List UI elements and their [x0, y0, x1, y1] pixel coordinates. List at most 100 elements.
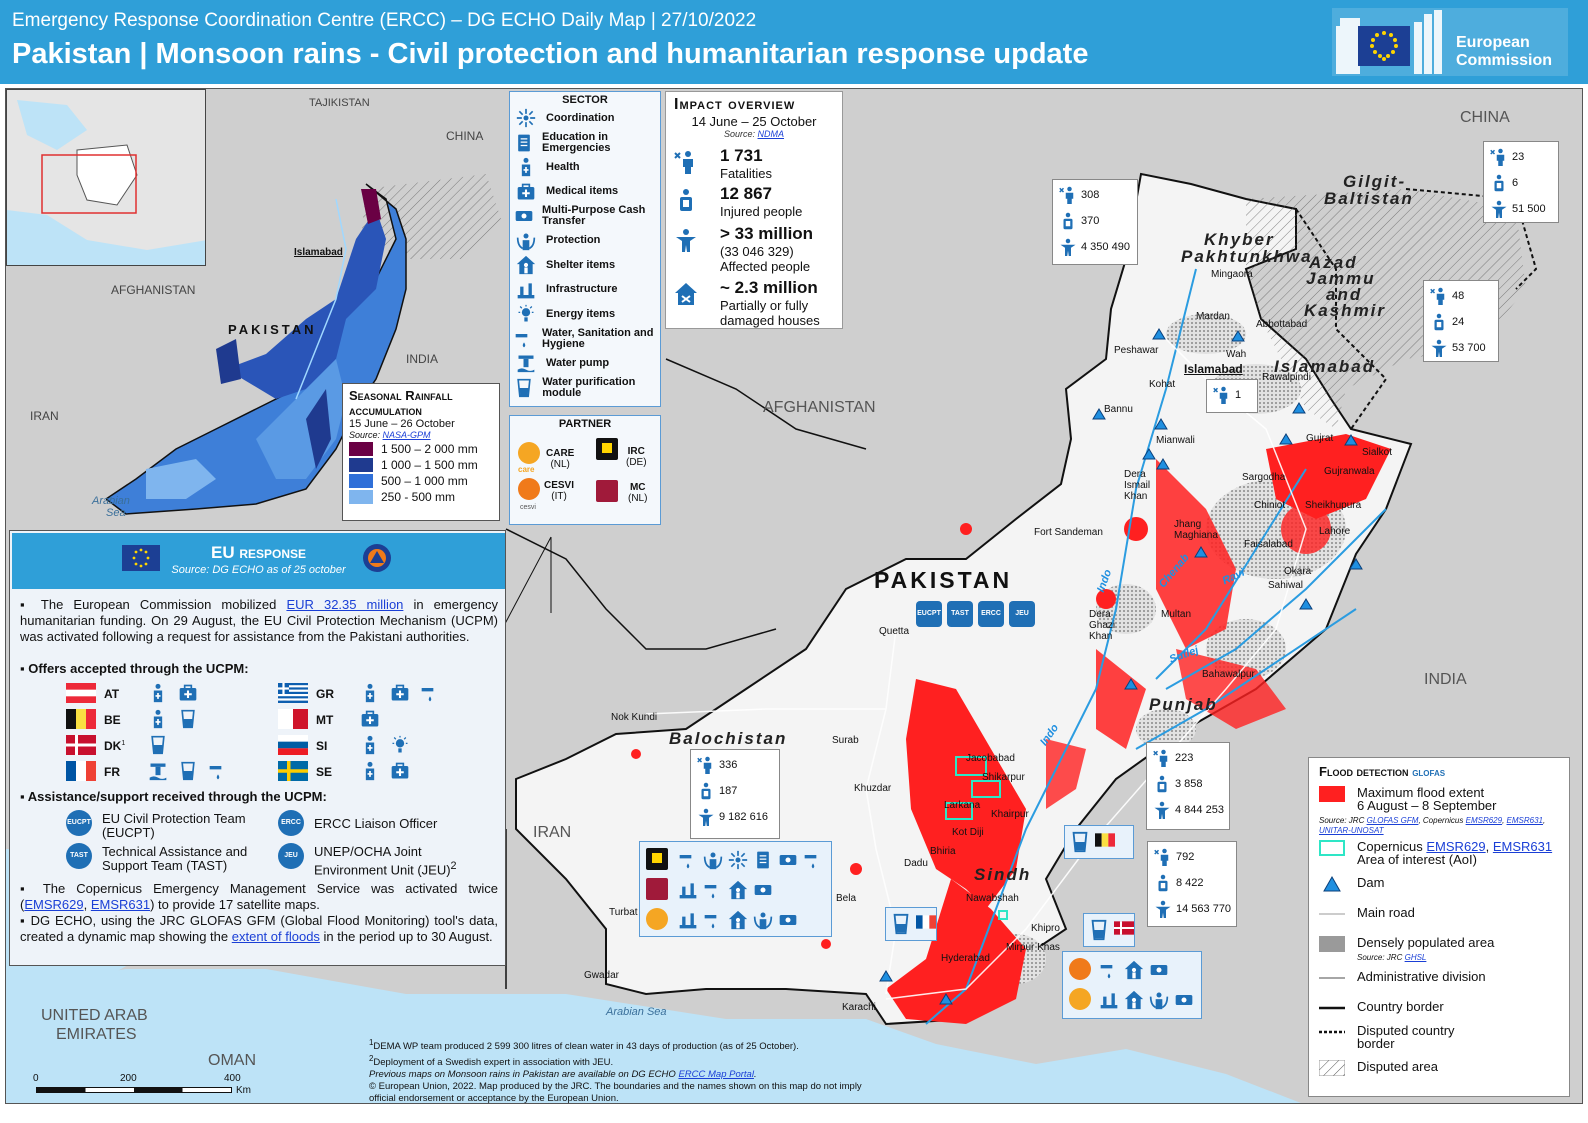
source-link[interactable]: NDMA	[757, 129, 785, 139]
footnote-1: 1DEMA WP team produced 2 599 300 litres …	[369, 1038, 799, 1053]
glofas-gfm-link[interactable]: GLOFAS GFM	[1366, 816, 1419, 825]
aoi-a: Copernicus	[1357, 839, 1423, 854]
legend-disputed-border: Disputed country border	[1319, 1024, 1455, 1050]
label-kp-1: Khyber	[1204, 230, 1275, 249]
admin-label: Administrative division	[1357, 969, 1486, 984]
city-label: Hyderabad	[941, 953, 990, 964]
injured-icon	[1063, 212, 1073, 230]
funding-link[interactable]: EUR 32.35 million	[286, 597, 404, 612]
swatch	[349, 442, 373, 456]
city-label: Quetta	[879, 626, 910, 637]
label-afghanistan-inset: AFGHANISTAN	[111, 283, 196, 297]
energy-icon	[518, 305, 534, 322]
country-code: AT	[104, 687, 119, 701]
health-icon	[365, 735, 375, 755]
partner-legend: PARTNER care CARE (NL) IRC (DE) cesvi CESV…	[509, 415, 661, 525]
dense-src: Source: JRC	[1357, 953, 1403, 962]
ghsl-link[interactable]: GHSL	[1404, 953, 1427, 962]
infrastructure-icon	[517, 283, 535, 299]
aoi-b: Area of interest (AoI)	[1357, 852, 1477, 867]
dense-label: Densely populated area	[1357, 935, 1495, 950]
rainfall-class-1: 1 500 – 2 000 mm	[349, 442, 493, 456]
extent-of-floods-link[interactable]: extent of floods	[231, 929, 320, 944]
sector-icon-wrap	[514, 182, 538, 202]
be-water-callout	[1064, 825, 1134, 859]
sector-item: Water pump	[514, 351, 656, 376]
city-label: Rawalpindi	[1262, 372, 1311, 383]
houses-value: ~ 2.3 million	[720, 278, 818, 297]
label-iran: IRAN	[533, 824, 572, 841]
eucpt-text: EU Civil Protection Team (EUCPT)	[102, 812, 246, 840]
stat-row: 23	[1490, 148, 1524, 166]
european-commission-logo-text: European Commission	[1456, 34, 1552, 70]
health-icon	[521, 158, 531, 177]
city-label: Lahore	[1319, 526, 1351, 537]
label-iran-inset: IRAN	[30, 409, 59, 423]
protection-icon	[703, 852, 723, 870]
water-pump-icon	[148, 761, 168, 781]
medical-items-icon	[391, 762, 409, 779]
city-label: Bahawalpur	[1202, 669, 1255, 680]
label-pakistan-inset: PAKISTAN	[228, 322, 317, 337]
city-label: Bela	[836, 893, 857, 904]
partner-care: CARE (NL)	[546, 448, 574, 470]
disputed-border-line-1: Disputed country	[1357, 1023, 1455, 1038]
education-icon	[757, 851, 769, 869]
fatality-icon	[1213, 386, 1228, 404]
scale-unit: Km	[236, 1085, 251, 1096]
rainfall-accumulation-map	[106, 183, 407, 515]
emsr629-link[interactable]: EMSR629	[1465, 816, 1503, 825]
emsr629-link[interactable]: EMSR629	[24, 897, 84, 912]
eu-paragraph-copernicus: ▪ The Copernicus Emergency Management Se…	[20, 881, 498, 912]
legend-disputed-area: Disputed area	[1319, 1060, 1438, 1076]
sector-icon-wrap	[514, 329, 534, 349]
legend-admin: Administrative division	[1319, 970, 1486, 986]
cash-transfer-icon	[515, 211, 533, 222]
scale-bar: 0 200 400 Km	[33, 1073, 266, 1099]
emsr629-link[interactable]: EMSR629	[1426, 839, 1486, 854]
water-purification-icon	[178, 761, 198, 781]
fatality-icon	[1154, 848, 1169, 866]
care-logo-text: care	[518, 465, 535, 474]
sector-label: Education in Emergencies	[542, 130, 611, 154]
fatality-icon	[1490, 148, 1505, 166]
label-oman: OMAN	[208, 1052, 256, 1069]
sector-label: Multi-Purpose Cash Transfer	[542, 204, 646, 228]
flag-dk-icon	[66, 735, 96, 755]
emsr631-link[interactable]: EMSR631	[1492, 839, 1553, 854]
fatality-icon	[1059, 186, 1074, 204]
stats-box-punjab: 223 3 858 4 844 253	[1146, 742, 1230, 830]
label-pakistan: PAKISTAN	[874, 567, 1013, 593]
label-islamabad-inset: Islamabad	[294, 247, 343, 258]
map-badge-jeu: JEU	[1009, 601, 1035, 627]
legend-dam: Dam	[1319, 876, 1384, 892]
sector-icon-wrap	[514, 378, 534, 398]
wash-icon	[515, 333, 528, 348]
unitar-link[interactable]: UNITAR-UNOSAT	[1319, 826, 1384, 835]
flag-at-icon	[66, 683, 96, 703]
stat-row: 14 563 770	[1154, 900, 1231, 918]
city-label: Mianwali	[1156, 435, 1195, 446]
emsr631-link[interactable]: EMSR631	[90, 897, 151, 912]
flood-legend: Flood detection GLOFAS Maximum flood ext…	[1308, 757, 1570, 1097]
impact-houses: ~ 2.3 million Partially or fully damaged…	[674, 278, 839, 330]
balochistan-partner-box	[639, 841, 832, 937]
label-afghanistan: AFGHANISTAN	[763, 399, 876, 416]
city-label: Mardan	[1196, 311, 1230, 322]
assist-heading: ▪ Assistance/support received through th…	[20, 789, 327, 804]
flag-graphic	[66, 761, 96, 781]
country-code-text: GR	[316, 687, 334, 701]
flag-fr-icon	[916, 915, 936, 929]
city-label: Multan	[1161, 609, 1192, 620]
ercc-map-portal-link[interactable]: ERCC Map Portal	[678, 1069, 754, 1081]
dense-text: Densely populated area Source: JRC GHSL	[1357, 936, 1494, 964]
education-icon	[518, 134, 530, 152]
water-purification-icon	[151, 735, 165, 755]
wash-icon	[804, 855, 817, 869]
stats-box-kp: 308 370 4 350 490	[1052, 179, 1138, 265]
water-purification-icon	[1072, 831, 1088, 853]
affected-people-icon	[698, 808, 714, 826]
emsr631-link[interactable]: EMSR631	[1506, 816, 1543, 825]
city-label: Sialkot	[1362, 447, 1393, 458]
source-link[interactable]: NASA-GPM	[382, 430, 431, 440]
